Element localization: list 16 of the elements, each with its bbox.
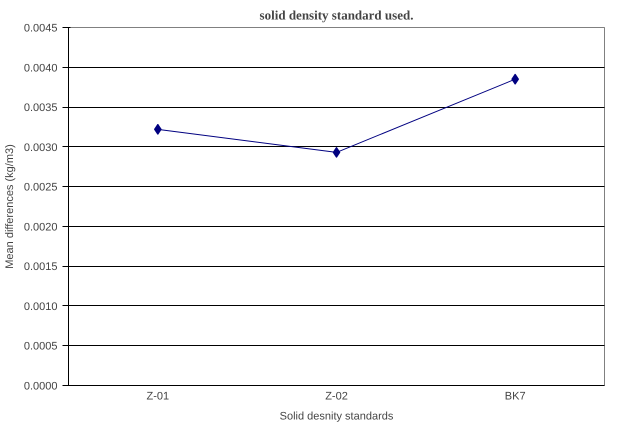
y-tick-label: 0.0020 [24,221,58,234]
y-tick-label: 0.0040 [24,62,58,74]
y-tick-label: 0.0025 [24,182,58,194]
y-tick-label: 0.0045 [24,22,58,34]
x-axis-title: Solid desnity standards [280,410,394,422]
y-tick-label: 0.0015 [24,261,58,274]
x-tick-label: Z-02 [325,390,348,402]
y-tick-label: 0.0035 [24,102,58,114]
x-tick-label: Z-01 [146,390,170,402]
y-tick-label: 0.0005 [24,340,58,353]
x-tick-label: BK7 [504,390,526,402]
chart-title: solid density standard used. [260,8,414,22]
y-tick-label: 0.0010 [24,300,58,313]
y-tick-label: 0.0030 [24,142,58,154]
y-tick-label: 0.0000 [24,380,58,392]
y-axis-title: Mean differences (kg/m3) [4,144,16,269]
